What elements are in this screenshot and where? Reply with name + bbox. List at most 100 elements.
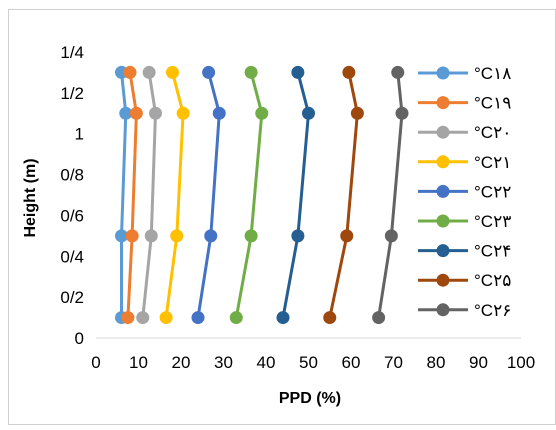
legend-marker bbox=[436, 96, 450, 110]
data-point bbox=[255, 106, 269, 120]
data-point bbox=[204, 229, 218, 243]
series-line bbox=[126, 72, 138, 318]
series-line bbox=[234, 72, 264, 318]
x-tick-label: 30 bbox=[214, 353, 233, 372]
legend-label: °C۱۹ bbox=[474, 94, 511, 113]
series-group bbox=[159, 65, 190, 325]
x-tick-label: 60 bbox=[342, 353, 361, 372]
x-tick-label: 80 bbox=[427, 353, 446, 372]
data-point bbox=[119, 106, 133, 120]
x-axis-title: PPD (%) bbox=[279, 390, 341, 407]
data-point bbox=[202, 65, 216, 79]
data-point bbox=[291, 65, 305, 79]
data-point bbox=[115, 229, 128, 243]
legend-label: °C۲۰ bbox=[474, 123, 511, 142]
series-line bbox=[141, 72, 157, 318]
series-group bbox=[323, 65, 364, 325]
legend-entry: °C۲۲ bbox=[418, 182, 511, 201]
series-group bbox=[121, 65, 143, 325]
legend-label: °C۱۸ bbox=[474, 64, 511, 83]
legend-entry: °C۲۶ bbox=[418, 301, 511, 320]
legend-label: °C۲۵ bbox=[474, 271, 511, 290]
data-point bbox=[342, 65, 356, 79]
legend-marker bbox=[436, 125, 450, 139]
y-tick-label: 1/4 bbox=[60, 43, 84, 62]
legend-entry: °C۱۸ bbox=[418, 64, 511, 83]
data-point bbox=[372, 311, 386, 325]
x-tick-label: 40 bbox=[257, 353, 276, 372]
x-tick-label: 20 bbox=[172, 353, 191, 372]
series-layer bbox=[115, 65, 409, 325]
data-point bbox=[191, 311, 205, 325]
data-point bbox=[384, 229, 398, 243]
legend-label: °C۲۱ bbox=[474, 153, 511, 172]
series-line bbox=[196, 72, 221, 318]
x-tick-label: 70 bbox=[384, 353, 403, 372]
series-line bbox=[377, 72, 404, 318]
data-point bbox=[149, 106, 162, 120]
data-point bbox=[340, 229, 354, 243]
legend-label: °C۲۴ bbox=[474, 242, 511, 261]
y-tick-label: 0/4 bbox=[60, 247, 84, 266]
y-tick-label: 0/8 bbox=[60, 166, 84, 185]
data-point bbox=[229, 311, 243, 325]
data-point bbox=[144, 229, 158, 243]
legend-marker bbox=[436, 66, 450, 80]
data-point bbox=[350, 106, 364, 120]
series-group bbox=[372, 65, 409, 325]
data-point bbox=[176, 106, 190, 120]
data-point bbox=[291, 229, 305, 243]
series-group bbox=[229, 65, 269, 325]
y-tick-label: 0/2 bbox=[60, 288, 84, 307]
x-tick-label: 10 bbox=[129, 353, 148, 372]
legend-entry: °C۲۱ bbox=[418, 153, 511, 172]
y-tick-label: 0 bbox=[75, 329, 84, 348]
data-point bbox=[302, 106, 315, 120]
series-line bbox=[120, 72, 128, 318]
data-point bbox=[121, 311, 135, 325]
series-line bbox=[281, 72, 310, 318]
legend-entry: °C۲۰ bbox=[418, 123, 511, 142]
data-point bbox=[170, 229, 184, 243]
series-group bbox=[276, 65, 315, 325]
data-point bbox=[395, 106, 409, 120]
data-point bbox=[244, 65, 258, 79]
legend-entry: °C۲۳ bbox=[418, 212, 511, 231]
legend-entry: °C۲۵ bbox=[418, 271, 511, 290]
data-point bbox=[323, 311, 337, 325]
series-group bbox=[191, 65, 226, 325]
legend-marker bbox=[436, 155, 450, 169]
legend-marker bbox=[436, 214, 450, 228]
legend-marker bbox=[436, 273, 450, 287]
legend: °C۱۸ °C۱۹ °C۲۰ °C۲۱ °C۲۲ °C۲۳ °C۲۴ °C۲۵ °C۲۶ bbox=[418, 64, 511, 320]
y-tick-labels: 0 0/2 0/4 0/6 0/8 1 1/2 1/4 bbox=[60, 43, 84, 348]
y-tick-label: 1 bbox=[75, 125, 84, 144]
data-point bbox=[166, 65, 179, 79]
legend-entry: °C۲۴ bbox=[418, 242, 511, 261]
data-point bbox=[142, 65, 156, 79]
data-point bbox=[129, 106, 143, 120]
legend-label: °C۲۳ bbox=[474, 212, 511, 231]
series-line bbox=[164, 72, 185, 318]
data-point bbox=[159, 311, 173, 325]
x-tick-labels: 0 10 20 30 40 50 60 70 80 90 100 bbox=[91, 353, 535, 372]
data-point bbox=[212, 106, 226, 120]
legend-marker bbox=[436, 184, 450, 198]
x-tick-label: 50 bbox=[299, 353, 318, 372]
data-point bbox=[244, 229, 258, 243]
chart-area-border bbox=[8, 9, 556, 425]
legend-marker bbox=[436, 303, 450, 317]
data-point bbox=[391, 65, 405, 79]
legend-label: °C۲۲ bbox=[474, 182, 511, 201]
legend-label: °C۲۶ bbox=[474, 301, 511, 320]
y-axis-title: Height (m) bbox=[22, 158, 39, 237]
y-tick-label: 0/6 bbox=[60, 206, 84, 225]
legend-marker bbox=[436, 244, 450, 258]
y-tick-label: 1/2 bbox=[60, 84, 84, 103]
data-point bbox=[136, 311, 150, 325]
series-line bbox=[328, 72, 359, 318]
x-tick-label: 100 bbox=[507, 353, 535, 372]
data-point bbox=[123, 65, 137, 79]
